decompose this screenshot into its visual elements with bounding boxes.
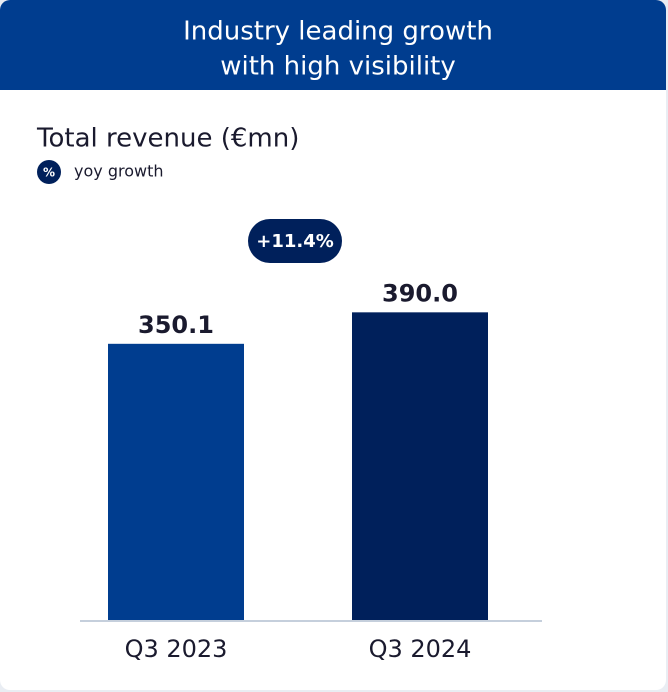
legend-symbol-bg [37, 160, 61, 184]
header-band [0, 0, 666, 90]
x-tick-label: Q3 2024 [369, 635, 472, 663]
legend-symbol: % [43, 166, 55, 180]
annotation: +11.4% [256, 231, 334, 252]
chart-title: with high visibility [220, 52, 456, 82]
bar [108, 343, 244, 620]
data-label: 390.0 [382, 279, 458, 307]
annotation-pill [248, 219, 342, 263]
x-tick-label: Q3 2023 [125, 635, 228, 663]
legend-label: yoy growth [74, 162, 163, 181]
chart-title: Industry leading growth [183, 17, 493, 47]
chart-subtitle: Total revenue (€mn) [36, 124, 299, 154]
data-label: 350.1 [138, 311, 214, 339]
bar [352, 312, 488, 620]
